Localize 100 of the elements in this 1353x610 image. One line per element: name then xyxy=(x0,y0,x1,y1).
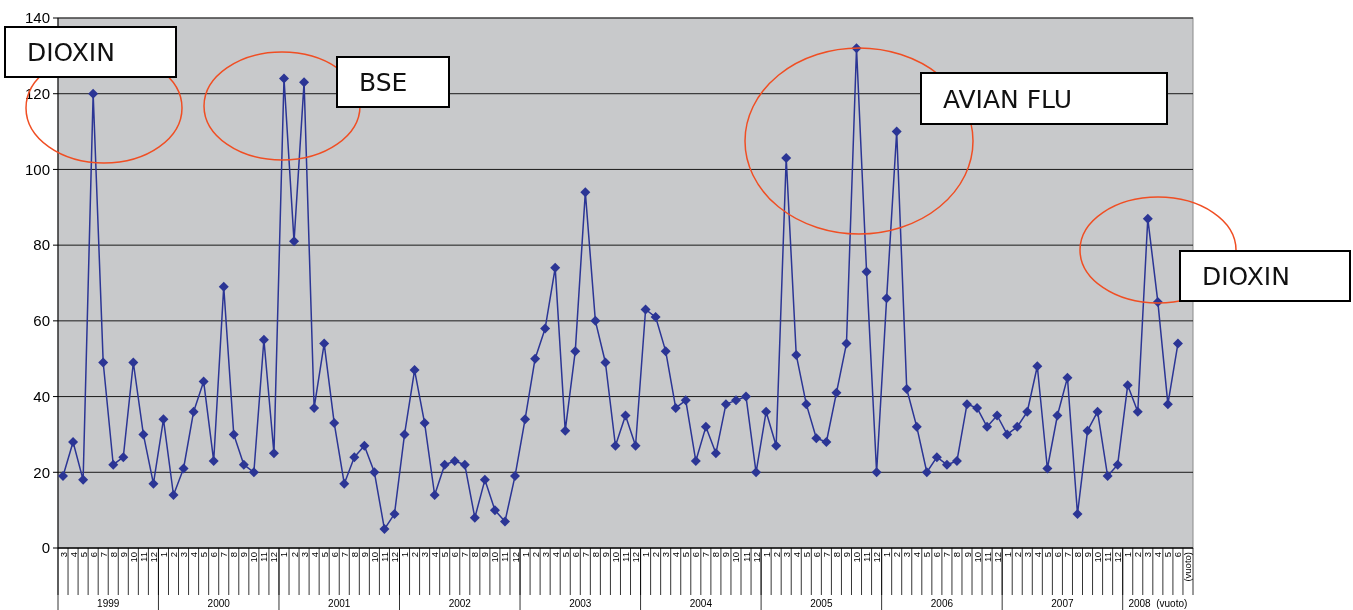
x-tick-label: 3 xyxy=(1142,552,1154,558)
x-tick-label: 8 xyxy=(1071,552,1083,558)
x-tick-label: 9 xyxy=(358,552,370,558)
x-tick-label: 5 xyxy=(680,552,692,558)
x-tick-label: 1 xyxy=(399,552,411,558)
x-tick-label: 2 xyxy=(168,552,180,558)
x-tick-label: 12 xyxy=(147,552,159,563)
x-tick-label: 7 xyxy=(820,552,832,558)
x-tick-label: 8 xyxy=(951,552,963,558)
x-tick-label: 12 xyxy=(268,552,280,563)
text: 2005 xyxy=(810,598,833,609)
y-tick-label: 100 xyxy=(24,160,50,178)
x-tick-label: 1 xyxy=(519,552,531,558)
x-tick-label: 5 xyxy=(77,552,89,558)
x-tick-label: 10 xyxy=(851,552,863,563)
y-tick-label: 60 xyxy=(33,312,50,330)
x-tick-label: 11 xyxy=(620,552,631,562)
y-tick-label: 80 xyxy=(33,236,50,254)
x-tick-label: 1 xyxy=(157,552,169,558)
x-tick-label: 1 xyxy=(1001,552,1013,558)
x-tick-label: 2 xyxy=(891,552,903,558)
x-tick-label: 11 xyxy=(861,552,873,562)
y-tick-label: 0 xyxy=(41,539,50,557)
x-tick-label: 1 xyxy=(760,552,772,558)
x-tick-label: 8 xyxy=(348,552,360,558)
x-tick-label: 6 xyxy=(449,552,461,558)
x-tick-label: 3 xyxy=(57,552,69,558)
text: DIOXIN xyxy=(1202,262,1290,291)
x-tick-label: 7 xyxy=(941,552,953,558)
x-tick-label: 10 xyxy=(1092,552,1104,563)
x-tick-label: 5 xyxy=(198,552,210,558)
x-tick-label: 7 xyxy=(218,552,230,558)
x-tick-label: 9 xyxy=(840,552,852,558)
x-tick-label: 3 xyxy=(1021,552,1033,558)
annotation: AVIAN FLU xyxy=(943,84,1073,114)
x-tick-label: 7 xyxy=(97,552,109,558)
x-tick-label: 4 xyxy=(549,552,561,558)
y-tick-label: 20 xyxy=(33,463,50,481)
text: 2007 xyxy=(1051,598,1074,609)
x-tick-label: 3 xyxy=(298,552,310,558)
x-tick-label: 11 xyxy=(137,552,149,562)
x-tick-label: 9 xyxy=(599,552,611,558)
x-tick-label: 6 xyxy=(690,552,702,558)
x-tick-label: 9 xyxy=(479,552,491,558)
x-tick-label: 8 xyxy=(469,552,481,558)
x-tick-label: 9 xyxy=(961,552,973,558)
x-tick-label: 10 xyxy=(730,552,742,563)
x-tick-label: 1 xyxy=(881,552,893,558)
x-tick-label: 10 xyxy=(368,552,380,563)
x-tick-label: 11 xyxy=(1102,552,1114,562)
x-tick-label: 2 xyxy=(770,552,782,558)
x-tick-label: 12 xyxy=(388,552,400,563)
x-tick-label: 7 xyxy=(1061,552,1073,558)
x-tick-label: 4 xyxy=(308,552,320,558)
text: 2001 xyxy=(328,598,351,609)
x-tick-label: 12 xyxy=(750,552,762,563)
x-tick-label: 3 xyxy=(178,552,190,558)
x-tick-label: 4 xyxy=(1152,552,1164,558)
x-tick-label: 9 xyxy=(238,552,250,558)
x-tick-label: 7 xyxy=(338,552,350,558)
x-tick-label: 2 xyxy=(1011,552,1023,558)
text: 2006 xyxy=(930,598,954,609)
x-tick-label: 4 xyxy=(911,552,923,558)
x-tick-label: 12 xyxy=(991,552,1003,563)
x-tick-label: 4 xyxy=(1031,552,1043,558)
x-tick-label: 12 xyxy=(871,552,883,563)
x-tick-label: 2 xyxy=(288,552,300,558)
x-tick-label: 12 xyxy=(630,552,642,563)
x-tick-label: 4 xyxy=(790,552,802,558)
x-tick-label: 4 xyxy=(188,552,200,558)
x-tick-label: 4 xyxy=(67,552,79,558)
x-tick-label: 9 xyxy=(720,552,732,558)
x-tick-label: 10 xyxy=(971,552,983,563)
x-tick-label: 5 xyxy=(1162,552,1174,558)
x-tick-label: 3 xyxy=(419,552,431,558)
x-tick-label: 6 xyxy=(208,552,220,558)
x-tick-label: 1 xyxy=(278,552,290,558)
text: 2003 xyxy=(569,598,592,609)
x-tick-label: 5 xyxy=(559,552,571,558)
x-tick-label: 6 xyxy=(931,552,943,558)
x-tick-label: 6 xyxy=(569,552,581,558)
y-tick-label: 40 xyxy=(33,387,50,405)
x-tick-label: 8 xyxy=(107,552,119,558)
x-tick-label: 9 xyxy=(1082,552,1094,558)
x-tick-label: 5 xyxy=(800,552,812,558)
x-tick-label: 8 xyxy=(589,552,601,558)
text: 2004 xyxy=(689,598,713,609)
x-tick-label: 7 xyxy=(700,552,712,558)
y-tick-label: 140 xyxy=(24,9,50,27)
x-tick-label: 6 xyxy=(810,552,822,558)
x-tick-label: 2 xyxy=(529,552,541,558)
annotation: DIOXIN xyxy=(27,38,115,67)
x-tick-label: 7 xyxy=(459,552,471,558)
x-tick-label: 11 xyxy=(740,552,752,562)
x-tick-label: 10 xyxy=(489,552,501,563)
x-tick-label: 4 xyxy=(670,552,682,558)
x-tick-label: 10 xyxy=(248,552,260,563)
text: 2008 (vuoto) xyxy=(1128,598,1188,609)
x-tick-label: 8 xyxy=(830,552,842,558)
x-tick-label: 2 xyxy=(409,552,421,558)
